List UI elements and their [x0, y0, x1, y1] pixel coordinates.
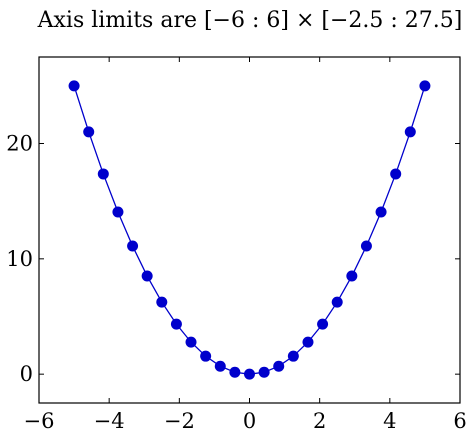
y-tick-label: 20 [6, 132, 33, 156]
data-point [360, 240, 372, 252]
data-point [170, 318, 182, 330]
data-point [156, 296, 168, 308]
data-point [141, 270, 153, 282]
x-tick-label: 4 [383, 409, 396, 433]
x-tick-label: −2 [164, 409, 195, 433]
data-point [127, 240, 139, 252]
data-series [68, 80, 431, 380]
plot-area-frame [38, 56, 461, 404]
data-point [346, 270, 358, 282]
data-point [375, 206, 387, 218]
y-tick-label: 0 [20, 362, 33, 386]
data-point [258, 366, 270, 378]
data-point [302, 336, 314, 348]
data-point [214, 360, 226, 372]
data-point [68, 80, 80, 92]
chart-title: Axis limits are [−6 : 6] × [−2.5 : 27.5] [37, 8, 463, 33]
y-tick-label: 10 [6, 247, 33, 271]
data-point [229, 366, 241, 378]
x-tick-label: −4 [94, 409, 125, 433]
axis-tick-labels: −6 −4 −2 0 2 4 6 0 10 20 [6, 132, 466, 434]
data-point [404, 126, 416, 138]
data-point [244, 368, 255, 380]
data-point [317, 318, 329, 330]
data-point [97, 168, 109, 180]
x-tick-label: 0 [243, 409, 256, 433]
data-point [112, 206, 124, 218]
data-point [331, 296, 343, 308]
x-tick-label: 6 [453, 409, 466, 433]
data-point [287, 350, 299, 362]
data-point [419, 80, 431, 92]
data-point [390, 168, 402, 180]
data-point [185, 336, 197, 348]
x-tick-label: −6 [24, 409, 55, 433]
x-tick-label: 2 [313, 409, 326, 433]
data-point [273, 360, 285, 372]
axis-ticks [38, 57, 461, 403]
data-point [83, 126, 95, 138]
data-point [200, 350, 212, 362]
series-line [73, 85, 426, 375]
